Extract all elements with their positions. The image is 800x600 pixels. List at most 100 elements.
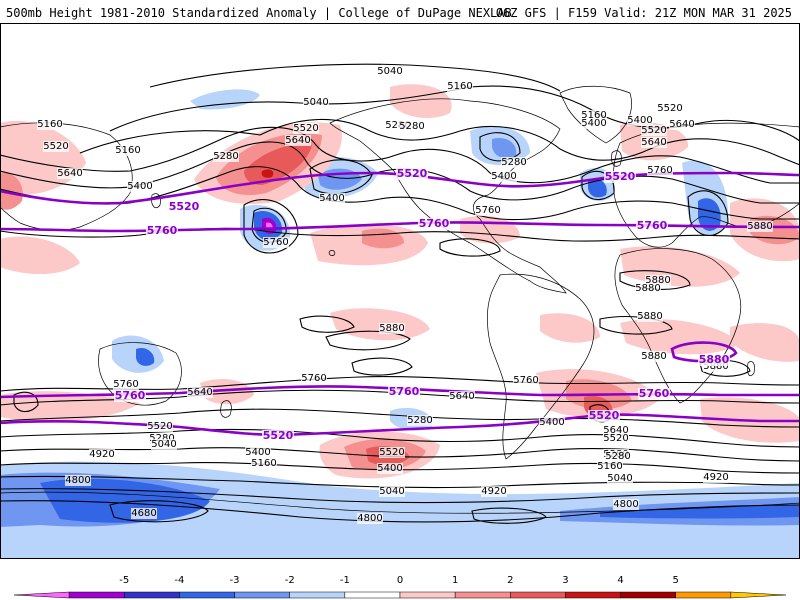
contour-label-bg <box>151 439 177 450</box>
contour-label-bg <box>703 361 729 372</box>
contour-5400-sh <box>0 428 800 448</box>
contour-label-bg <box>603 433 629 444</box>
coast-asia-west <box>0 122 133 231</box>
contour-label-bg <box>539 417 565 428</box>
anomaly-neg-atlantic-core <box>588 178 607 198</box>
contour-label: 5520 <box>603 433 628 444</box>
contour-label: 5040 <box>607 473 632 484</box>
colorbar-tick-label: -5 <box>119 575 129 586</box>
contour-label: 5520 <box>147 421 172 432</box>
anomaly-map: 5040516050405280516054005520564055205640… <box>0 23 800 559</box>
contour-low-ant-east <box>471 507 547 524</box>
contour-label: 5520 <box>43 141 68 152</box>
contour-label: 5280 <box>149 433 174 444</box>
contour-low-pacific-inner <box>251 207 287 243</box>
anomaly-pos-bering-peak <box>261 169 274 178</box>
contour-label-bg <box>187 387 213 398</box>
contour-label-bg <box>319 193 345 204</box>
key-contour-label-bg <box>396 168 428 180</box>
contour-5040-arctic <box>149 63 561 92</box>
contour-label-bg <box>407 415 433 426</box>
contour-label: 5760 <box>647 165 672 176</box>
contour-label: 5160 <box>115 145 140 156</box>
anomaly-pos-bering-core <box>244 144 312 185</box>
contour-label: 5640 <box>449 391 474 402</box>
contour-label-bg <box>641 125 667 136</box>
contour-label: 5400 <box>627 115 652 126</box>
colorbar-swatch <box>68 591 125 599</box>
contour-label-bg <box>213 151 239 162</box>
contour-label: 5880 <box>747 221 772 232</box>
contour-label: 5280 <box>399 121 424 132</box>
key-contour-label: 5760 <box>419 217 450 230</box>
key-contour-label: 5760 <box>115 389 146 402</box>
contour-label: 5400 <box>377 463 402 474</box>
contour-5880-ring-5 <box>351 357 413 376</box>
key-contour-label: 5520 <box>263 429 294 442</box>
key-contour-label: 5760 <box>637 219 668 232</box>
anomaly-pos-sw-pacific <box>200 379 254 405</box>
contour-label: 5880 <box>641 351 666 362</box>
contour-label-bg <box>131 508 157 519</box>
contour-5280-sh <box>0 447 800 462</box>
contour-label: 5640 <box>641 137 666 148</box>
coast-australia <box>98 342 182 406</box>
key-contour-label-bg <box>636 220 668 232</box>
contour-label-bg <box>251 458 277 469</box>
key-contour-5880-africa <box>670 341 738 363</box>
contour-low-hudson <box>479 132 521 162</box>
contour-label-bg <box>581 118 607 129</box>
contour-4680-low <box>109 500 209 523</box>
key-contour-label-bg <box>698 354 730 366</box>
contour-label-bg <box>89 449 115 460</box>
contour-label-bg <box>637 311 663 322</box>
contour-5760-nh <box>0 227 800 242</box>
anomaly-neg-arctic-alaska <box>190 89 260 110</box>
contour-label-bg <box>627 115 653 126</box>
contour-5400-nh <box>0 126 800 184</box>
colorbar-tick-label: 3 <box>562 575 568 586</box>
key-contour-label-bg <box>604 171 636 183</box>
contour-label: 5040 <box>379 486 404 497</box>
coast-japan <box>151 193 161 209</box>
contour-label: 4920 <box>481 486 506 497</box>
contour-5880-ring-7 <box>299 315 355 333</box>
anomaly-neg-europe-core <box>698 198 721 231</box>
contour-label: 5040 <box>303 97 328 108</box>
contour-label-bg <box>747 221 773 232</box>
contour-label: 5640 <box>285 135 310 146</box>
key-contour-label: 5760 <box>147 224 178 237</box>
colorbar-tick-label: -3 <box>230 575 240 586</box>
contour-label-bg <box>263 237 289 248</box>
contour-label-bg <box>127 181 153 192</box>
contour-label-bg <box>285 135 311 146</box>
contour-label: 4800 <box>613 499 638 510</box>
contour-label: 5760 <box>113 379 138 390</box>
key-contour-label-bg <box>588 410 620 422</box>
anomaly-pos-canada <box>390 84 452 118</box>
contour-label-bg <box>245 447 271 458</box>
coast-madagascar <box>747 361 755 377</box>
contour-label: 5280 <box>213 151 238 162</box>
contour-label-bg <box>513 375 539 386</box>
colorbar-swatch <box>179 591 235 599</box>
contour-label: 5520 <box>379 447 404 458</box>
colorbar-swatch <box>510 591 566 599</box>
contour-label-bg <box>447 81 473 92</box>
key-contour-label-bg <box>262 430 294 442</box>
colorbar-tick-label: 2 <box>507 575 513 586</box>
key-contour-label: 5760 <box>389 385 420 398</box>
contour-label-bg <box>379 323 405 334</box>
contour-label-bg <box>475 205 501 216</box>
contour-label-bg <box>37 119 63 130</box>
contour-low-atlantic <box>581 170 615 201</box>
contour-label-bg <box>449 391 475 402</box>
colorbar-swatch <box>399 591 456 599</box>
key-contour-label-bg <box>638 388 670 400</box>
contour-5880-ring-2 <box>619 270 691 290</box>
colorbar-tick-label: -4 <box>174 575 184 586</box>
colorbar-tick-label: -1 <box>340 575 350 586</box>
contour-label: 5400 <box>581 118 606 129</box>
colorbar-tick-label: 5 <box>673 575 679 586</box>
contour-5160-sh <box>0 462 800 474</box>
